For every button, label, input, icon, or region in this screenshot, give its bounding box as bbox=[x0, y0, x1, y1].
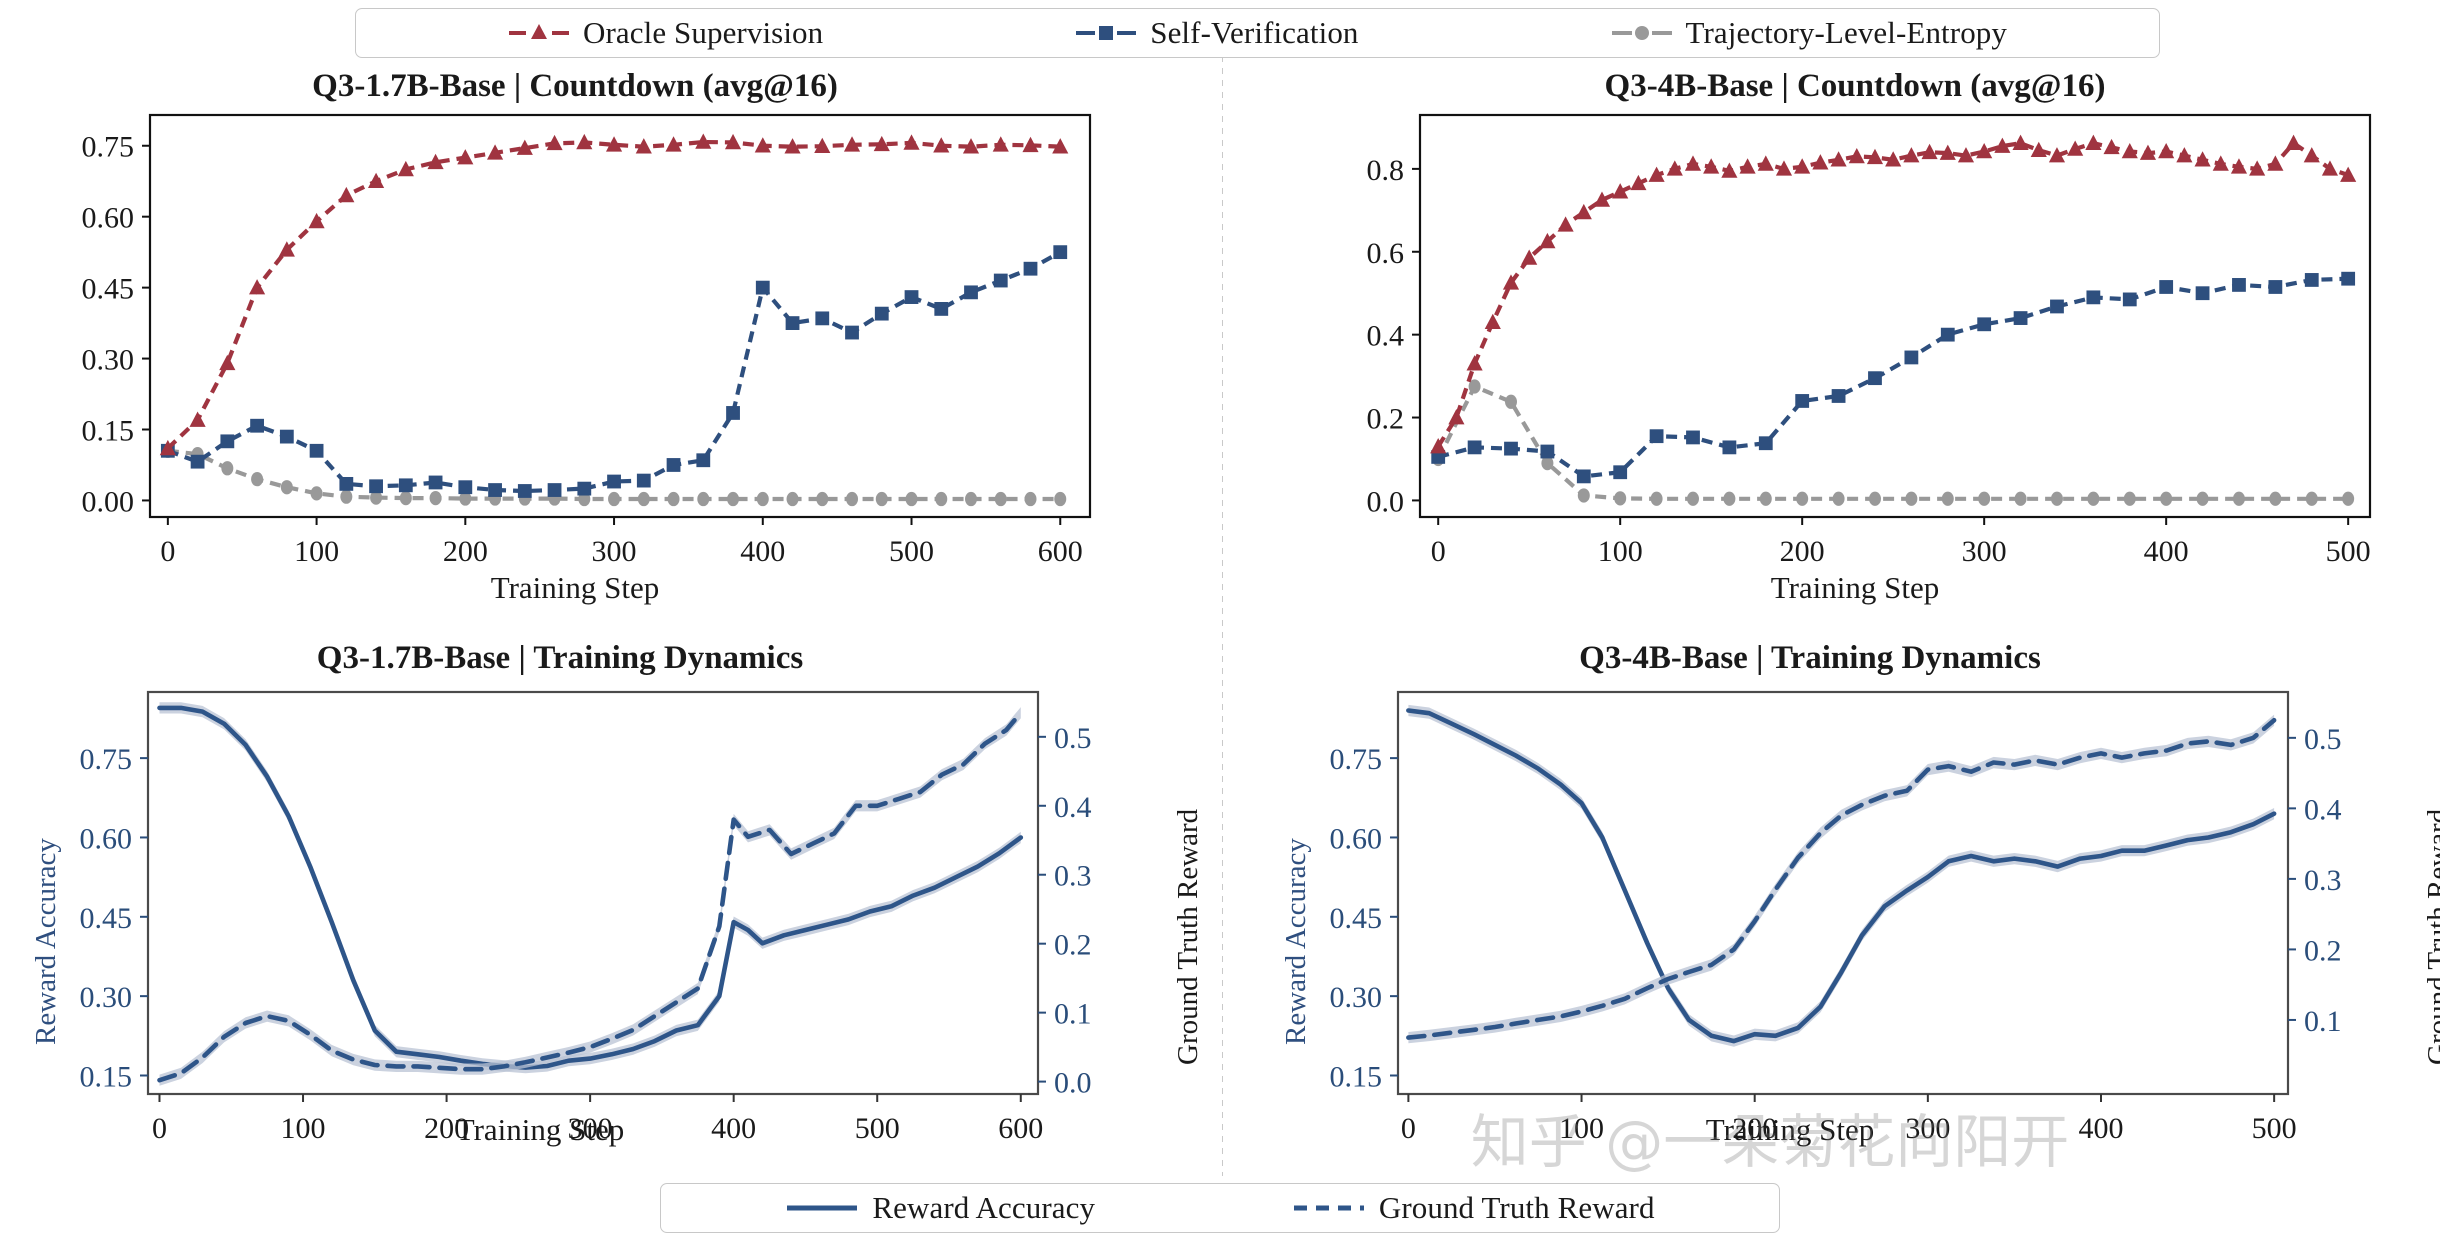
self-verification-marker-icon bbox=[1076, 26, 1137, 40]
legend-label: Trajectory-Level-Entropy bbox=[1685, 15, 2007, 50]
svg-text:300: 300 bbox=[592, 535, 637, 568]
svg-text:200: 200 bbox=[1780, 535, 1825, 568]
svg-text:0.4: 0.4 bbox=[1054, 791, 1092, 824]
legend-item-reward-accuracy[interactable]: Reward Accuracy bbox=[785, 1190, 1095, 1226]
legend-item-ground-truth-reward[interactable]: Ground Truth Reward bbox=[1292, 1190, 1655, 1226]
svg-text:400: 400 bbox=[2078, 1112, 2123, 1145]
svg-text:0: 0 bbox=[160, 535, 175, 568]
svg-text:0.2: 0.2 bbox=[2304, 934, 2342, 967]
svg-text:0.30: 0.30 bbox=[82, 344, 135, 377]
svg-text:0.5: 0.5 bbox=[2304, 723, 2342, 756]
svg-text:600: 600 bbox=[1038, 535, 1083, 568]
ground-truth-reward-line-icon bbox=[1293, 1205, 1364, 1211]
svg-text:100: 100 bbox=[281, 1112, 326, 1145]
watermark: 知乎 @一朵菊花向阳开 bbox=[1470, 1108, 2070, 1176]
svg-text:0: 0 bbox=[152, 1112, 167, 1145]
oracle-supervision-marker-icon bbox=[508, 24, 569, 39]
svg-text:500: 500 bbox=[855, 1112, 900, 1145]
svg-text:0.30: 0.30 bbox=[80, 981, 133, 1014]
svg-text:0.15: 0.15 bbox=[82, 415, 135, 448]
svg-text:0.1: 0.1 bbox=[2304, 1005, 2342, 1038]
svg-text:300: 300 bbox=[1905, 1112, 1950, 1145]
x-axis-label: Training Step bbox=[455, 1112, 625, 1147]
svg-text:0: 0 bbox=[1401, 1112, 1416, 1145]
svg-text:100: 100 bbox=[1598, 535, 1643, 568]
svg-text:0.60: 0.60 bbox=[82, 202, 135, 235]
legend-label: Ground Truth Reward bbox=[1378, 1190, 1655, 1225]
trajectory-level-entropy-marker-icon bbox=[1611, 26, 1672, 40]
chart-panel-top-left: Q3-1.7B-Base | Countdown (avg@16) 0 100 20… bbox=[0, 60, 1150, 605]
svg-text:0.1: 0.1 bbox=[1054, 998, 1092, 1031]
chart-panel-bottom-left: Q3-1.7B-Base | Training Dynamics 0 100 200… bbox=[0, 640, 1204, 1160]
svg-text:0.0: 0.0 bbox=[1367, 485, 1405, 518]
legend-item-trajectory-level-entropy[interactable]: Trajectory-Level-Entropy bbox=[1611, 15, 2007, 51]
svg-text:300: 300 bbox=[568, 1112, 613, 1145]
plot-area-bottom-left: 0 100 200 300 400 500 600 0.15 0.30 0.45 0.60 0.75 0… bbox=[80, 690, 1092, 1145]
svg-text:0.2: 0.2 bbox=[1054, 929, 1092, 962]
svg-text:100: 100 bbox=[294, 535, 339, 568]
svg-text:0.75: 0.75 bbox=[80, 743, 133, 776]
svg-text:600: 600 bbox=[998, 1112, 1043, 1145]
y-axis-label-left: Reward Accuracy bbox=[1280, 838, 1312, 1045]
chart-title: Q3-4B-Base | Training Dynamics bbox=[1579, 640, 2041, 676]
svg-text:300: 300 bbox=[1962, 535, 2007, 568]
svg-text:500: 500 bbox=[889, 535, 934, 568]
svg-text:0.00: 0.00 bbox=[82, 485, 135, 518]
plot-area-top-right: 0 100 200 300 400 500 0.0 0.2 0.4 0.6 0.8 bbox=[1367, 113, 2372, 568]
top-legend: Oracle Supervision Self-Verification Tra… bbox=[355, 8, 2160, 58]
y-axis-label-left: Reward Accuracy bbox=[30, 838, 62, 1045]
chart-panel-bottom-right: Q3-4B-Base | Training Dynamics 0 100 200 30… bbox=[1250, 640, 2440, 1160]
x-axis-label: Training Step bbox=[1770, 570, 1940, 605]
legend-item-self-verification[interactable]: Self-Verification bbox=[1075, 15, 1358, 51]
chart-panel-top-right: Q3-4B-Base | Countdown (avg@16) 0 100 200 3… bbox=[1280, 60, 2430, 605]
svg-text:0.0: 0.0 bbox=[1054, 1067, 1092, 1100]
x-axis-label: Training Step bbox=[490, 570, 660, 605]
chart-title: Q3-1.7B-Base | Countdown (avg@16) bbox=[312, 68, 838, 104]
svg-text:0.3: 0.3 bbox=[1054, 860, 1092, 893]
svg-text:100: 100 bbox=[1559, 1112, 1604, 1145]
svg-text:0.6: 0.6 bbox=[1367, 237, 1405, 270]
svg-text:0.45: 0.45 bbox=[1330, 902, 1383, 935]
svg-text:0.3: 0.3 bbox=[2304, 864, 2342, 897]
svg-text:200: 200 bbox=[443, 535, 488, 568]
svg-text:0.4: 0.4 bbox=[1367, 320, 1405, 353]
svg-text:0.2: 0.2 bbox=[1367, 403, 1405, 436]
plot-area-bottom-right: 0 100 200 300 400 500 0.15 0.30 0.45 0.60 0.75 0.1 0… bbox=[1330, 690, 2342, 1145]
legend-label: Reward Accuracy bbox=[872, 1190, 1096, 1225]
svg-text:500: 500 bbox=[2252, 1112, 2297, 1145]
svg-text:0.60: 0.60 bbox=[80, 822, 133, 855]
svg-text:0.8: 0.8 bbox=[1367, 154, 1405, 187]
svg-text:200: 200 bbox=[1732, 1112, 1777, 1145]
svg-text:0.4: 0.4 bbox=[2304, 793, 2342, 826]
x-axis-label: Training Step bbox=[1705, 1112, 1875, 1147]
legend-label: Self-Verification bbox=[1150, 15, 1359, 50]
svg-text:0.45: 0.45 bbox=[80, 902, 133, 935]
bottom-legend: Reward Accuracy Ground Truth Reward bbox=[660, 1183, 1780, 1233]
svg-text:0.5: 0.5 bbox=[1054, 722, 1092, 755]
svg-text:0.75: 0.75 bbox=[1330, 743, 1383, 776]
plot-area-top-left: 0 100 200 300 400 500 600 0.00 0.15 0.30 0.45 0.60 0… bbox=[82, 113, 1092, 568]
legend-label: Oracle Supervision bbox=[582, 15, 824, 50]
legend-item-oracle-supervision[interactable]: Oracle Supervision bbox=[508, 15, 823, 51]
chart-title: Q3-4B-Base | Countdown (avg@16) bbox=[1604, 68, 2106, 104]
svg-text:0.45: 0.45 bbox=[82, 273, 135, 306]
svg-text:0.15: 0.15 bbox=[1330, 1060, 1383, 1093]
svg-text:0.30: 0.30 bbox=[1330, 981, 1383, 1014]
svg-text:0.15: 0.15 bbox=[80, 1060, 133, 1093]
chart-title: Q3-1.7B-Base | Training Dynamics bbox=[316, 640, 804, 676]
panel-divider bbox=[1222, 56, 1223, 1176]
svg-text:200: 200 bbox=[424, 1112, 469, 1145]
reward-accuracy-line-icon bbox=[787, 1205, 858, 1211]
y-axis-label-right: Ground Truth Reward bbox=[1172, 808, 1204, 1065]
svg-text:400: 400 bbox=[711, 1112, 756, 1145]
svg-text:500: 500 bbox=[2326, 535, 2371, 568]
svg-text:400: 400 bbox=[2144, 535, 2189, 568]
svg-text:0.75: 0.75 bbox=[82, 131, 135, 164]
svg-text:0: 0 bbox=[1431, 535, 1446, 568]
svg-text:0.60: 0.60 bbox=[1330, 822, 1383, 855]
svg-text:400: 400 bbox=[740, 535, 785, 568]
y-axis-label-right: Ground Truth Reward bbox=[2422, 808, 2440, 1065]
